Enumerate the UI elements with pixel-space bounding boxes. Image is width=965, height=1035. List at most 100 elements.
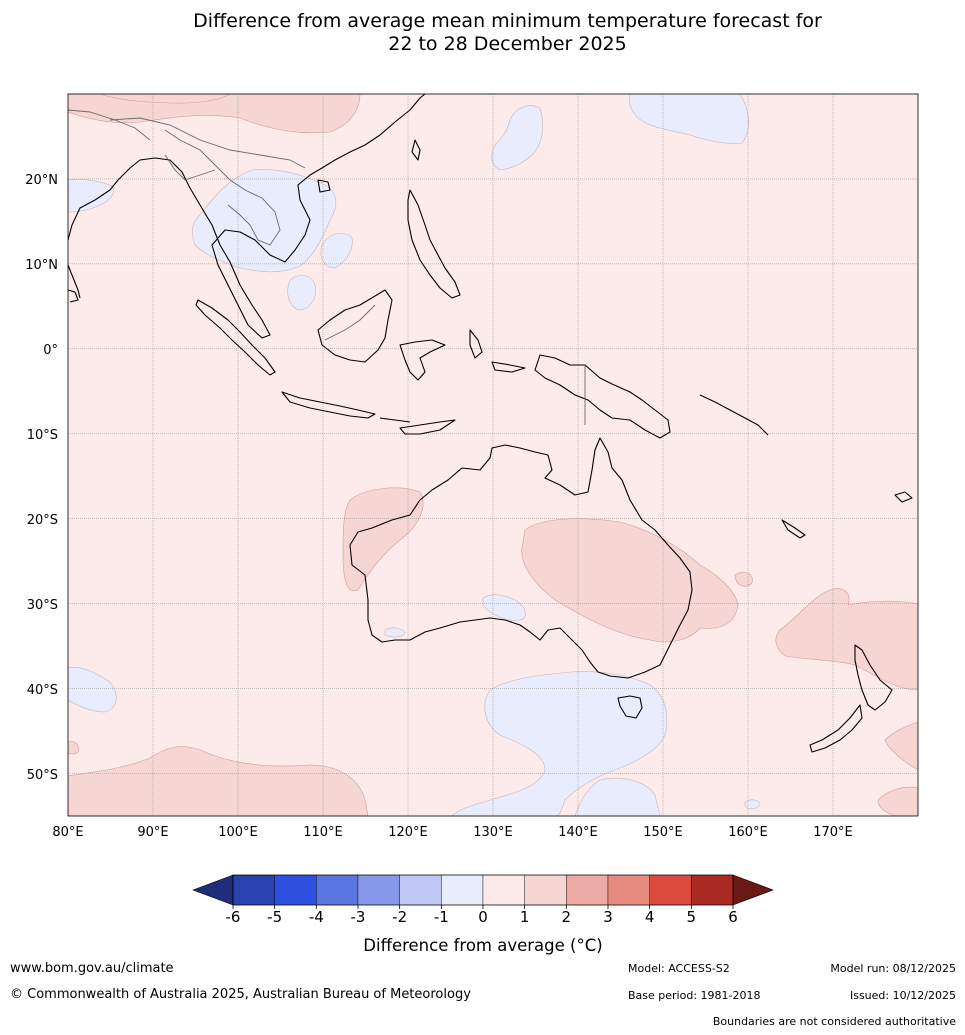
warm-anomaly-region-western-australia bbox=[342, 487, 424, 592]
latitude-labels: 20°N 10°N 0° 10°S 20°S 30°S 40°S 50°S bbox=[25, 173, 58, 783]
footer-base-period: Base period: 1981-2018 bbox=[628, 989, 761, 1002]
border-mainland-se-asia bbox=[164, 129, 281, 246]
footer-website: www.bom.gov.au/climate bbox=[10, 961, 174, 976]
title-line-1: Difference from average mean minimum tem… bbox=[193, 10, 822, 32]
colorbar-tick-label: 2 bbox=[562, 908, 572, 926]
colorbar-swatch bbox=[232, 874, 275, 906]
cool-anomaly-region-great-australian-bight bbox=[482, 594, 526, 621]
coastline-asia-mainland bbox=[68, 94, 426, 339]
colorbar: -6 -5 -4 -3 -2 -1 0 1 2 3 4 5 6 Difference from aver… bbox=[192, 874, 774, 955]
coastline-fiji bbox=[894, 491, 913, 503]
colorbar-extend-low-arrow bbox=[192, 874, 234, 906]
colorbar-swatches bbox=[232, 874, 734, 906]
map-frame bbox=[67, 93, 919, 817]
coastline-new-caledonia bbox=[781, 519, 806, 539]
cool-anomaly-region-north-pacific-east bbox=[628, 94, 749, 144]
colorbar-tick-label: 3 bbox=[603, 908, 613, 926]
cool-anomaly-region-south-china-sea bbox=[320, 232, 353, 269]
border-china bbox=[109, 117, 306, 169]
colorbar-swatch bbox=[274, 874, 317, 906]
footer-disclaimer: Boundaries are not considered authoritat… bbox=[712, 1015, 956, 1028]
lat-label-10s: 10°S bbox=[27, 428, 58, 443]
longitude-labels: 80°E 90°E 100°E 110°E 120°E 130°E 140°E … bbox=[52, 825, 852, 840]
lat-label-30s: 30°S bbox=[27, 598, 58, 613]
colorbar-swatch bbox=[357, 874, 400, 906]
colorbar-tick-label: -1 bbox=[434, 908, 449, 926]
lat-label-40s: 40°S bbox=[27, 683, 58, 698]
coastline-flores bbox=[379, 417, 411, 423]
colorbar-tick-label: 1 bbox=[520, 908, 530, 926]
cool-anomaly-region-bight-small bbox=[384, 627, 406, 638]
warm-anomaly-region-southern-ocean-east bbox=[884, 721, 918, 771]
colorbar-swatch bbox=[399, 874, 442, 906]
warm-anomaly-region-southern-ocean-west bbox=[68, 746, 369, 816]
colorbar-tick-label: 6 bbox=[728, 908, 738, 926]
lat-label-20s: 20°S bbox=[27, 513, 58, 528]
warm-anomaly-region-tibet bbox=[99, 94, 231, 104]
graticule bbox=[68, 94, 918, 816]
coastline-new-guinea bbox=[534, 354, 671, 439]
colorbar-tick-label: 4 bbox=[645, 908, 655, 926]
coastline-new-zealand-north bbox=[854, 644, 893, 711]
colorbar-tick-label: -4 bbox=[309, 908, 324, 926]
cool-anomaly-region-north-pacific bbox=[491, 105, 544, 171]
coastline-java bbox=[281, 391, 376, 419]
cool-anomaly-region-bay-of-bengal bbox=[68, 178, 114, 213]
coastline-tasmania bbox=[617, 695, 643, 719]
colorbar-swatch bbox=[482, 874, 525, 906]
coastline-australia bbox=[349, 437, 693, 679]
coastline-new-zealand-south bbox=[809, 704, 863, 753]
coastline-sri-lanka bbox=[68, 289, 79, 303]
coastline-taiwan bbox=[411, 139, 421, 161]
colorbar-swatch bbox=[649, 874, 692, 906]
border-himalaya bbox=[68, 109, 151, 141]
colorbar-tick-label: -6 bbox=[226, 908, 241, 926]
cool-anomaly-region-gulf-of-thailand bbox=[287, 275, 316, 311]
lat-label-50s: 50°S bbox=[27, 768, 58, 783]
cool-anomaly-region-indochina bbox=[191, 169, 337, 273]
lon-label-170e: 170°E bbox=[813, 825, 853, 840]
title-line-2: 22 to 28 December 2025 bbox=[388, 33, 627, 55]
coastline-sumatra bbox=[195, 299, 276, 376]
map-panel bbox=[67, 93, 919, 817]
coastline-maluku bbox=[469, 329, 483, 359]
lon-label-140e: 140°E bbox=[558, 825, 598, 840]
country-borders bbox=[68, 109, 586, 425]
colorbar-tick-label: -3 bbox=[351, 908, 366, 926]
colorbar-tick-label: 5 bbox=[687, 908, 697, 926]
footer-issued: Issued: 10/12/2025 bbox=[849, 989, 956, 1002]
coastlines bbox=[68, 94, 913, 753]
lon-label-120e: 120°E bbox=[388, 825, 428, 840]
colorbar-swatch bbox=[691, 874, 734, 906]
cool-anomaly-region-southern-ocean-south bbox=[574, 777, 661, 816]
coastline-sulawesi bbox=[399, 339, 446, 381]
lon-label-110e: 110°E bbox=[303, 825, 343, 840]
lon-label-80e: 80°E bbox=[52, 825, 83, 840]
colorbar-tick-labels: -6 -5 -4 -3 -2 -1 0 1 2 3 4 5 6 bbox=[226, 905, 738, 926]
lon-label-150e: 150°E bbox=[643, 825, 683, 840]
border-myanmar bbox=[164, 154, 216, 181]
footer-model-run: Model run: 08/12/2025 bbox=[830, 962, 956, 975]
cool-anomaly-region-southern-ocean-small bbox=[744, 799, 761, 810]
colorbar-swatch bbox=[441, 874, 484, 906]
lon-label-160e: 160°E bbox=[728, 825, 768, 840]
warm-anomaly-region-central-australia bbox=[521, 518, 739, 643]
coastline-solomons bbox=[699, 394, 769, 436]
coastline-borneo bbox=[317, 289, 393, 363]
coastline-hainan bbox=[317, 179, 331, 193]
colorbar-swatch bbox=[524, 874, 567, 906]
footer-model: Model: ACCESS-S2 bbox=[628, 962, 730, 975]
cool-anomaly-region-indian-ocean-sw bbox=[68, 667, 117, 713]
coastline-india-east bbox=[68, 264, 81, 299]
coastline-timor bbox=[399, 419, 456, 435]
colorbar-tick-label: -2 bbox=[392, 908, 407, 926]
lat-label-0: 0° bbox=[43, 343, 58, 358]
lon-label-130e: 130°E bbox=[473, 825, 513, 840]
lon-label-100e: 100°E bbox=[218, 825, 258, 840]
cool-anomaly-region-southern-ocean-central bbox=[451, 671, 668, 816]
coastline-seram bbox=[491, 361, 526, 373]
colorbar-tick-label: 0 bbox=[478, 908, 488, 926]
lat-label-20n: 20°N bbox=[25, 173, 58, 188]
lat-label-10n: 10°N bbox=[25, 258, 58, 273]
